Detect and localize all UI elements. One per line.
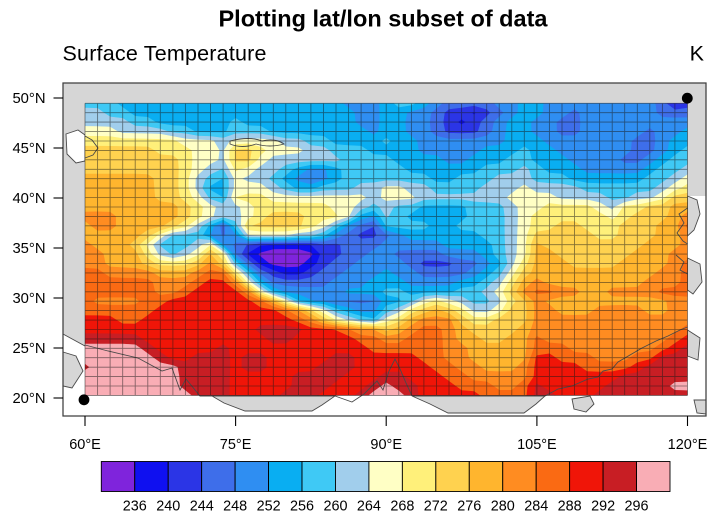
svg-text:Plotting lat/lon subset of dat: Plotting lat/lon subset of data <box>219 6 549 32</box>
svg-text:272: 272 <box>424 499 448 515</box>
svg-text:60°E: 60°E <box>69 437 101 453</box>
svg-text:268: 268 <box>390 499 414 515</box>
svg-text:120°E: 120°E <box>668 437 708 453</box>
svg-text:35°N: 35°N <box>12 241 45 257</box>
svg-text:296: 296 <box>624 499 648 515</box>
svg-text:90°E: 90°E <box>370 437 402 453</box>
svg-text:30°N: 30°N <box>12 291 45 307</box>
svg-text:276: 276 <box>457 499 481 515</box>
svg-text:288: 288 <box>558 499 582 515</box>
svg-text:256: 256 <box>290 499 314 515</box>
svg-text:252: 252 <box>257 499 281 515</box>
svg-text:236: 236 <box>123 499 147 515</box>
svg-text:280: 280 <box>491 499 515 515</box>
svg-text:244: 244 <box>190 499 214 515</box>
svg-text:264: 264 <box>357 499 381 515</box>
svg-text:75°E: 75°E <box>220 437 252 453</box>
svg-text:284: 284 <box>524 499 548 515</box>
svg-text:25°N: 25°N <box>12 341 45 357</box>
svg-text:Surface Temperature: Surface Temperature <box>63 42 267 66</box>
svg-text:20°N: 20°N <box>12 391 45 407</box>
svg-text:40°N: 40°N <box>12 191 45 207</box>
svg-text:50°N: 50°N <box>12 91 45 107</box>
svg-text:292: 292 <box>591 499 615 515</box>
svg-text:248: 248 <box>223 499 247 515</box>
svg-text:240: 240 <box>156 499 180 515</box>
svg-text:105°E: 105°E <box>517 437 557 453</box>
svg-text:260: 260 <box>323 499 347 515</box>
svg-text:K: K <box>690 42 705 66</box>
svg-text:45°N: 45°N <box>12 141 45 157</box>
